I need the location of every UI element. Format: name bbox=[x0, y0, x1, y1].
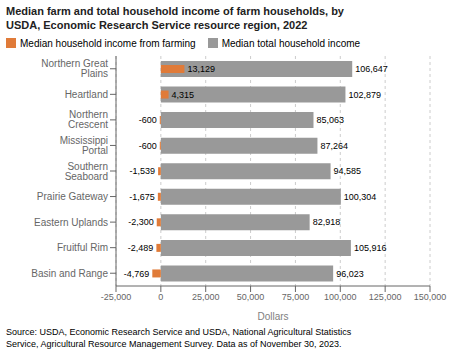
svg-text:Prairie Gateway: Prairie Gateway bbox=[37, 191, 108, 202]
svg-text:NorthernCrescent: NorthernCrescent bbox=[68, 109, 108, 130]
svg-text:-1,675: -1,675 bbox=[129, 192, 155, 202]
svg-text:150,000: 150,000 bbox=[414, 292, 442, 302]
svg-text:-1,539: -1,539 bbox=[130, 166, 156, 176]
svg-text:SouthernSeaboard: SouthernSeaboard bbox=[65, 161, 108, 182]
svg-text:100,304: 100,304 bbox=[344, 192, 377, 202]
svg-text:Basin and Range: Basin and Range bbox=[31, 268, 108, 279]
svg-text:100,000: 100,000 bbox=[324, 292, 357, 302]
svg-text:87,264: 87,264 bbox=[320, 141, 348, 151]
svg-text:94,585: 94,585 bbox=[334, 166, 362, 176]
svg-text:50,000: 50,000 bbox=[237, 292, 265, 302]
svg-text:Northern GreatPlains: Northern GreatPlains bbox=[41, 58, 108, 79]
svg-text:-4,769: -4,769 bbox=[124, 269, 150, 279]
svg-text:-600: -600 bbox=[139, 115, 157, 125]
svg-text:0: 0 bbox=[158, 292, 163, 302]
svg-text:125,000: 125,000 bbox=[369, 292, 402, 302]
svg-text:102,879: 102,879 bbox=[348, 90, 381, 100]
svg-text:4,315: 4,315 bbox=[172, 90, 195, 100]
svg-text:-600: -600 bbox=[139, 141, 157, 151]
html-text:Median household income from f: Median household income from farming bbox=[20, 37, 196, 49]
svg-text:105,916: 105,916 bbox=[354, 243, 387, 253]
svg-text:13,129: 13,129 bbox=[187, 64, 215, 74]
svg-text:-25,000: -25,000 bbox=[101, 292, 132, 302]
svg-text:-2,489: -2,489 bbox=[128, 243, 154, 253]
html-text:Median total household income: Median total household income bbox=[221, 37, 361, 49]
svg-text:Heartland: Heartland bbox=[65, 89, 108, 100]
svg-text:75,000: 75,000 bbox=[282, 292, 310, 302]
svg-text:106,647: 106,647 bbox=[355, 64, 388, 74]
svg-text:96,023: 96,023 bbox=[336, 269, 364, 279]
svg-text:-2,300: -2,300 bbox=[128, 217, 154, 227]
svg-text:Dollars: Dollars bbox=[257, 311, 288, 322]
svg-text:Fruitful Rim: Fruitful Rim bbox=[57, 242, 108, 253]
svg-text:82,918: 82,918 bbox=[313, 217, 341, 227]
svg-text:MississippiPortal: MississippiPortal bbox=[60, 135, 108, 156]
svg-text:Eastern Uplands: Eastern Uplands bbox=[34, 217, 108, 228]
svg-text:85,063: 85,063 bbox=[316, 115, 344, 125]
svg-text:25,000: 25,000 bbox=[192, 292, 220, 302]
html-text:Median farm and total househol: Median farm and total household income o… bbox=[6, 5, 344, 31]
html-text:Source: USDA, Economic Researc: Source: USDA, Economic Research Service … bbox=[6, 327, 352, 349]
